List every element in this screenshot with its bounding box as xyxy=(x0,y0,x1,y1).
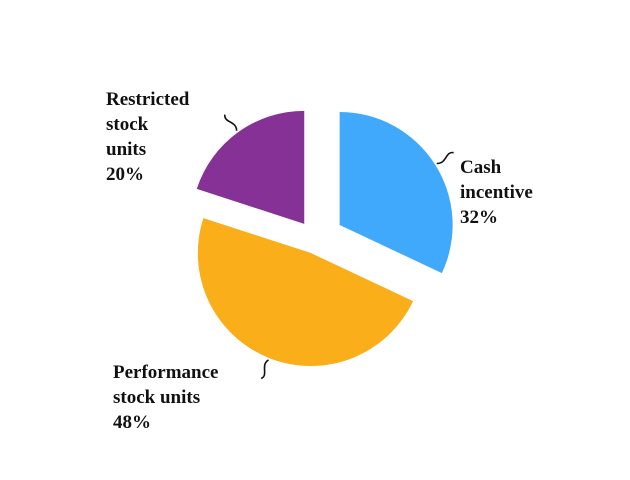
slice-name-line: incentive xyxy=(460,182,533,203)
leader-line-1 xyxy=(436,151,454,165)
pie-slice-2 xyxy=(197,218,414,367)
pie-slice-1 xyxy=(339,111,453,274)
slice-name-line: Cash xyxy=(460,157,502,178)
slice-name-line: Restricted xyxy=(106,89,190,110)
slice-name-line: stock xyxy=(106,114,149,135)
slice-value-label: 20% xyxy=(106,164,144,185)
leader-line-2 xyxy=(260,359,270,380)
slice-name-line: Performance xyxy=(113,362,219,383)
leader-line-3 xyxy=(224,114,238,131)
slice-label-3: Restricted stock units 20% xyxy=(106,89,190,185)
slice-label-1: Cash incentive 32% xyxy=(460,157,533,228)
slice-label-2: Performance stock units 48% xyxy=(113,362,219,433)
slice-value-label: 48% xyxy=(113,412,151,433)
pie-slice-3 xyxy=(196,110,305,224)
slice-name-line: units xyxy=(106,139,146,160)
slice-value-label: 32% xyxy=(460,207,498,228)
slice-name-line: stock units xyxy=(113,387,200,408)
